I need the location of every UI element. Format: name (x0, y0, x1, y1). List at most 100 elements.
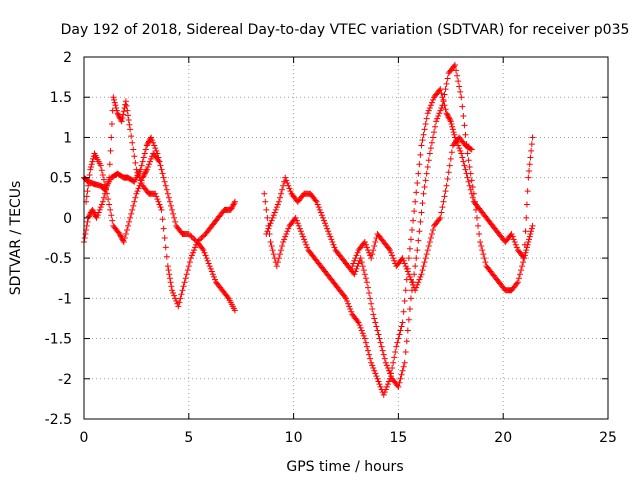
x-tick-label: 25 (599, 430, 617, 446)
data-point (512, 241, 519, 248)
data-point (202, 252, 209, 259)
data-point (422, 121, 429, 128)
data-point (132, 194, 139, 201)
data-point (389, 252, 396, 259)
data-point (407, 236, 414, 243)
data-point (161, 178, 168, 185)
data-point (529, 222, 536, 229)
data-point (402, 287, 409, 294)
data-point (407, 276, 414, 283)
data-point (165, 267, 172, 274)
data-point (133, 190, 140, 197)
data-point (466, 182, 473, 189)
data-point (191, 236, 198, 243)
data-point (466, 163, 473, 170)
data-point (525, 174, 532, 181)
data-point (367, 355, 374, 362)
data-point (160, 174, 167, 181)
data-point (434, 115, 441, 122)
data-point (275, 198, 282, 205)
data-point (469, 194, 476, 201)
data-point (429, 96, 436, 103)
data-point (480, 251, 487, 258)
data-point (212, 276, 218, 283)
data-point (150, 139, 157, 146)
data-point (106, 201, 113, 208)
data-point (86, 171, 93, 178)
data-point (368, 359, 375, 366)
data-point (279, 186, 286, 193)
data-point (440, 96, 447, 103)
y-tick-label: 2 (63, 50, 72, 66)
data-point (284, 228, 291, 235)
data-point (89, 206, 96, 213)
data-point (380, 351, 387, 358)
data-point (122, 101, 129, 108)
data-point (395, 383, 402, 390)
data-point (425, 157, 432, 164)
data-point (119, 115, 126, 122)
data-point (108, 212, 115, 219)
data-point (521, 255, 528, 262)
data-point (95, 209, 102, 216)
data-point (122, 230, 129, 237)
data-point (370, 247, 377, 254)
data-point (170, 289, 177, 296)
data-point (169, 206, 176, 213)
data-point (187, 232, 194, 239)
data-point (405, 316, 412, 323)
data-point (354, 249, 361, 256)
data-point (228, 205, 235, 212)
data-point (224, 293, 231, 300)
data-point (477, 239, 484, 246)
data-point (103, 186, 110, 193)
data-point (282, 233, 289, 240)
data-point (91, 210, 98, 217)
data-point (368, 255, 375, 262)
data-point (85, 213, 92, 220)
data-point (396, 379, 403, 386)
data-point (301, 236, 308, 243)
x-tick-label: 15 (389, 430, 407, 446)
data-point (362, 241, 369, 248)
data-point (96, 206, 103, 213)
data-point (398, 371, 405, 378)
y-tick-label: -1.5 (45, 332, 72, 348)
data-point (268, 243, 275, 250)
data-point (428, 139, 435, 146)
data-point (172, 295, 179, 302)
data-point (145, 138, 152, 145)
data-point (433, 118, 440, 125)
data-point (294, 220, 301, 227)
data-point (373, 323, 380, 330)
data-point (422, 255, 429, 262)
data-point (129, 139, 136, 146)
data-point (295, 222, 302, 229)
data-point (286, 185, 293, 192)
data-point (431, 129, 438, 136)
data-point (446, 115, 453, 122)
data-point (444, 111, 451, 118)
data-point (85, 177, 92, 184)
data-point (409, 226, 416, 233)
data-point (201, 249, 208, 256)
data-point (263, 230, 270, 237)
data-point (439, 102, 446, 109)
data-point (468, 177, 475, 184)
data-point (118, 233, 125, 240)
data-point (356, 322, 363, 329)
data-point (192, 244, 199, 251)
data-point (400, 363, 407, 370)
data-point (156, 158, 163, 165)
data-point (121, 235, 128, 241)
data-point (528, 228, 535, 235)
data-point (388, 249, 395, 256)
data-point (175, 303, 182, 310)
data-point (405, 271, 412, 278)
data-point (432, 123, 439, 130)
data-point (230, 201, 237, 208)
data-point (391, 354, 398, 361)
data-point (445, 112, 452, 119)
data-point (454, 72, 461, 79)
data-point (428, 230, 435, 237)
